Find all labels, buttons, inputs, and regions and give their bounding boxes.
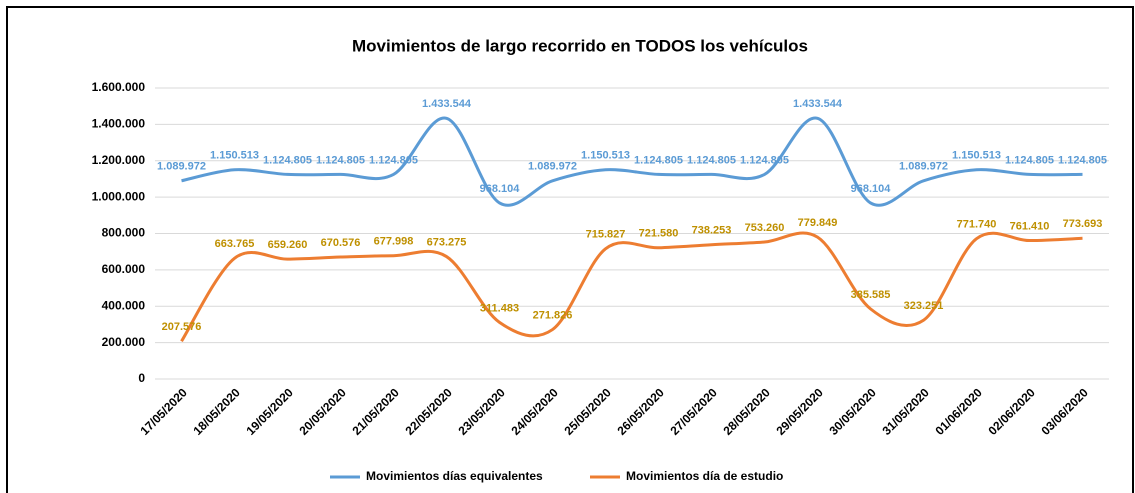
data-label: 1.124.805 [634,154,683,166]
data-label: 1.124.805 [687,154,736,166]
legend-label: Movimientos día de estudio [626,469,783,483]
data-label: 1.124.805 [369,154,418,166]
y-tick-label: 1.600.000 [92,80,146,94]
chart-title: Movimientos de largo recorrido en TODOS … [352,36,808,55]
data-label: 968.104 [480,183,521,195]
y-tick-label: 1.200.000 [92,153,146,167]
data-label: 1.124.805 [740,154,789,166]
y-tick-label: 800.000 [102,226,146,240]
data-label: 1.124.805 [1005,154,1054,166]
series-line [181,116,1083,207]
data-label: 311.483 [480,302,519,314]
data-label: 385.585 [851,289,891,301]
data-label: 773.693 [1063,218,1103,230]
data-label: 323.251 [904,300,944,312]
data-label: 663.765 [215,238,255,250]
y-tick-label: 1.000.000 [92,189,146,203]
data-label: 771.740 [957,219,997,231]
data-label: 659.260 [268,239,308,251]
series-line [180,231,1083,343]
data-label: 207.576 [162,321,202,333]
y-tick-label: 600.000 [102,262,146,276]
y-tick-label: 0 [138,371,145,385]
data-label: 738.253 [692,225,732,237]
y-tick-label: 1.400.000 [92,117,146,131]
data-label: 753.260 [745,222,785,234]
y-tick-label: 200.000 [102,335,146,349]
data-label: 968.104 [851,183,892,195]
legend-label: Movimientos días equivalentes [366,469,543,483]
data-label: 673.275 [427,236,467,248]
data-label: 761.410 [1010,220,1050,232]
data-label: 1.089.972 [157,161,206,173]
data-label: 779.849 [798,217,838,229]
data-label: 1.150.513 [952,150,1001,162]
data-label: 271.826 [533,309,573,321]
data-label: 1.150.513 [581,150,630,162]
data-label: 721.580 [639,228,679,240]
data-label: 1.124.805 [263,154,312,166]
data-label: 670.576 [321,237,361,249]
data-label: 1.089.972 [899,161,948,173]
data-label: 677.998 [374,236,414,248]
data-label: 1.433.544 [793,98,843,110]
data-label: 1.433.544 [422,98,472,110]
data-label: 1.089.972 [528,161,577,173]
data-label: 1.150.513 [210,150,259,162]
y-tick-label: 400.000 [102,298,146,312]
data-label: 1.124.805 [316,154,365,166]
data-label: 715.827 [586,229,626,241]
data-label: 1.124.805 [1058,154,1107,166]
